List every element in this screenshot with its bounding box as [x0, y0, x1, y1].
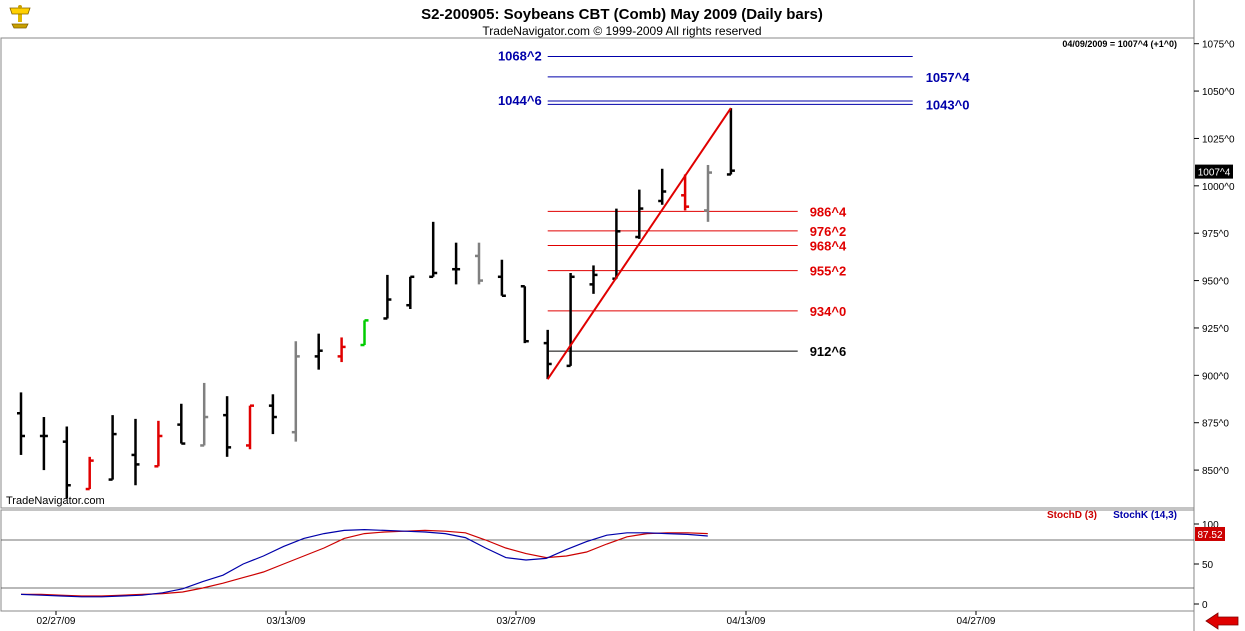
price-bar	[223, 396, 232, 457]
price-bar	[17, 392, 25, 455]
price-bar	[726, 108, 735, 176]
price-tick-label: 1050^0	[1202, 87, 1235, 98]
price-tick-label: 950^0	[1202, 277, 1229, 288]
price-bar	[39, 417, 48, 471]
price-bar	[452, 242, 461, 285]
stoch-axis: 100 50 0 87.52	[1194, 520, 1225, 611]
trophy-icon	[9, 5, 31, 29]
price-bar	[337, 337, 346, 363]
trendline	[546, 107, 732, 380]
date-tick-label: 02/27/09	[37, 616, 76, 627]
price-tick-label: 850^0	[1202, 466, 1229, 477]
price-bar	[62, 426, 71, 499]
price-bar	[475, 242, 483, 285]
price-tick-label: 1025^0	[1202, 134, 1235, 145]
price-tick-label: 975^0	[1202, 229, 1229, 240]
price-bar	[360, 319, 369, 347]
copyright-notice: TradeNavigator.com © 1999-2009 All right…	[482, 24, 761, 38]
level-label: 1057^4	[926, 70, 971, 85]
price-bar	[200, 382, 209, 447]
price-bar	[383, 274, 392, 320]
stoch-series-line	[20, 528, 708, 598]
price-axis: 1075^0 1050^0 1025^0 1000^0 975^0 950^0 925^0 9…	[1194, 40, 1235, 477]
price-bar	[131, 418, 140, 486]
price-bar	[497, 259, 506, 297]
price-bar	[268, 394, 277, 435]
price-bar	[246, 404, 254, 450]
stoch-tick-label: 50	[1202, 560, 1214, 571]
level-label: 955^2	[810, 264, 847, 279]
stoch-last-label: 87.52	[1197, 530, 1222, 541]
arrow-left-icon[interactable]	[1205, 612, 1239, 630]
price-tick-label: 900^0	[1202, 371, 1229, 382]
level-label: 1044^6	[498, 93, 542, 108]
level-label: 934^0	[810, 304, 847, 319]
price-panel	[0, 37, 1195, 509]
price-bar	[681, 174, 690, 211]
price-bar	[154, 420, 163, 468]
level-label: 912^6	[810, 344, 847, 359]
price-bar	[543, 329, 552, 380]
stoch-last-badge	[1195, 526, 1225, 541]
price-bar	[406, 275, 415, 310]
price-tick-label: 925^0	[1202, 324, 1229, 335]
price-bar	[589, 265, 598, 294]
trend-layer	[546, 107, 732, 380]
price-bar	[429, 221, 438, 279]
level-label: 976^2	[810, 224, 847, 239]
price-bar	[108, 415, 117, 481]
stoch-layer	[1, 528, 1194, 598]
level-label: 986^4	[810, 204, 847, 219]
date-tick-label: 03/13/09	[267, 616, 306, 627]
date-axis: 02/27/09 03/13/09 03/27/09 04/13/09 04/27/09	[37, 611, 996, 627]
price-tick-label: 1000^0	[1202, 182, 1235, 193]
level-label: 1043^0	[926, 97, 970, 112]
date-tick-label: 04/27/09	[957, 616, 996, 627]
date-tick-label: 03/27/09	[497, 616, 536, 627]
bars-layer	[17, 108, 735, 499]
legend-stochk: StochK (14,3)	[1113, 510, 1177, 521]
stochastic-panel	[0, 509, 1195, 612]
price-bar	[658, 168, 667, 205]
stoch-series-line	[21, 529, 708, 597]
price-tick-label: 1075^0	[1202, 40, 1235, 51]
price-bar	[635, 189, 644, 239]
price-bar	[177, 403, 186, 445]
last-price-badge	[1195, 164, 1233, 179]
level-label: 968^4	[810, 239, 847, 254]
price-bar	[314, 333, 323, 370]
stoch-tick-label: 100	[1202, 520, 1219, 531]
date-tick-label: 04/13/09	[727, 616, 766, 627]
legend-stochd: StochD (3)	[1047, 510, 1097, 521]
price-bar	[704, 164, 712, 222]
chart-title: S2-200905: Soybeans CBT (Comb) May 2009 …	[421, 6, 823, 23]
price-bar	[520, 285, 529, 344]
price-bar	[85, 456, 94, 491]
watermark: TradeNavigator.com	[6, 495, 105, 507]
price-bar	[566, 273, 575, 368]
price-tick-label: 875^0	[1202, 419, 1229, 430]
stoch-tick-label: 0	[1202, 600, 1208, 611]
status-readout: 04/09/2009 = 1007^4 (+1^0)	[1062, 39, 1177, 49]
price-bar	[291, 341, 300, 442]
level-label: 1068^2	[498, 48, 542, 63]
last-price-label: 1007^4	[1198, 168, 1231, 179]
